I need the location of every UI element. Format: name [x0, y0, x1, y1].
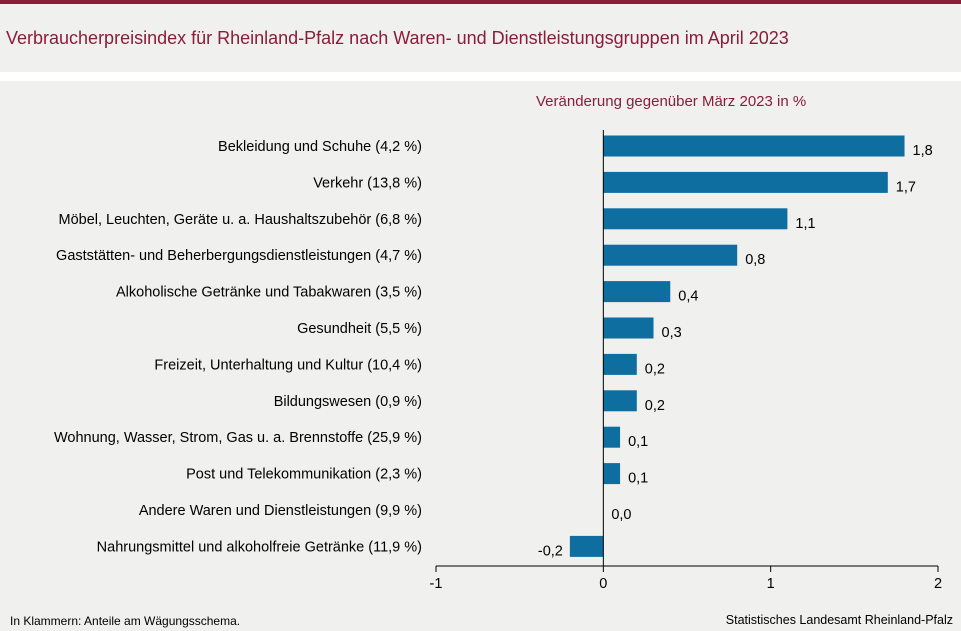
value-label: 0,2 — [645, 398, 665, 414]
bar — [603, 208, 788, 230]
value-label: -0,2 — [538, 543, 563, 559]
category-label: Andere Waren und Dienstleistungen (9,9 %… — [139, 503, 422, 519]
category-label: Verkehr (13,8 %) — [313, 175, 422, 191]
x-tick-label: 0 — [599, 576, 607, 592]
category-label: Bildungswesen (0,9 %) — [274, 394, 422, 410]
value-label: 0,0 — [611, 507, 631, 523]
value-label: 1,8 — [913, 143, 933, 159]
title-separator — [0, 72, 961, 81]
bar — [603, 390, 637, 412]
category-label: Freizeit, Unterhaltung und Kultur (10,4 … — [154, 357, 422, 373]
source-credit: Statistisches Landesamt Rheinland-Pfalz — [725, 613, 953, 627]
chart-subtitle: Veränderung gegenüber März 2023 in % — [536, 93, 807, 110]
category-label: Post und Telekommunikation (2,3 %) — [186, 467, 422, 483]
category-label: Gesundheit (5,5 %) — [297, 321, 422, 337]
value-label: 1,7 — [896, 179, 916, 195]
value-label: 1,1 — [795, 216, 815, 232]
bar — [603, 353, 637, 375]
x-tick-label: 2 — [934, 576, 942, 592]
category-label: Möbel, Leuchten, Geräte u. a. Haushaltsz… — [58, 212, 422, 228]
value-label: 0,1 — [628, 434, 648, 450]
chart-title: Verbraucherpreisindex für Rheinland-Pfal… — [6, 28, 789, 48]
value-label: 0,2 — [645, 361, 665, 377]
value-label: 0,1 — [628, 471, 648, 487]
bar — [603, 171, 888, 193]
bar — [603, 244, 738, 266]
top-rule — [0, 0, 961, 4]
bar — [603, 317, 654, 339]
category-label: Gaststätten- und Beherbergungsdienstleis… — [56, 248, 422, 264]
value-label: 0,4 — [678, 289, 698, 305]
value-label: 0,8 — [745, 252, 765, 268]
bar — [603, 463, 621, 485]
category-label: Bekleidung und Schuhe (4,2 %) — [218, 139, 422, 155]
x-tick-label: -1 — [430, 576, 443, 592]
category-label: Wohnung, Wasser, Strom, Gas u. a. Brenns… — [54, 430, 422, 446]
x-tick-label: 1 — [767, 576, 775, 592]
bar — [603, 426, 621, 448]
category-label: Alkoholische Getränke und Tabakwaren (3,… — [116, 285, 422, 301]
bar — [603, 135, 905, 157]
category-label: Nahrungsmittel und alkoholfreie Getränke… — [97, 539, 422, 555]
footnote: In Klammern: Anteile am Wägungsschema. — [10, 614, 241, 628]
bar — [569, 535, 604, 557]
bar — [603, 281, 671, 303]
value-label: 0,3 — [662, 325, 682, 341]
